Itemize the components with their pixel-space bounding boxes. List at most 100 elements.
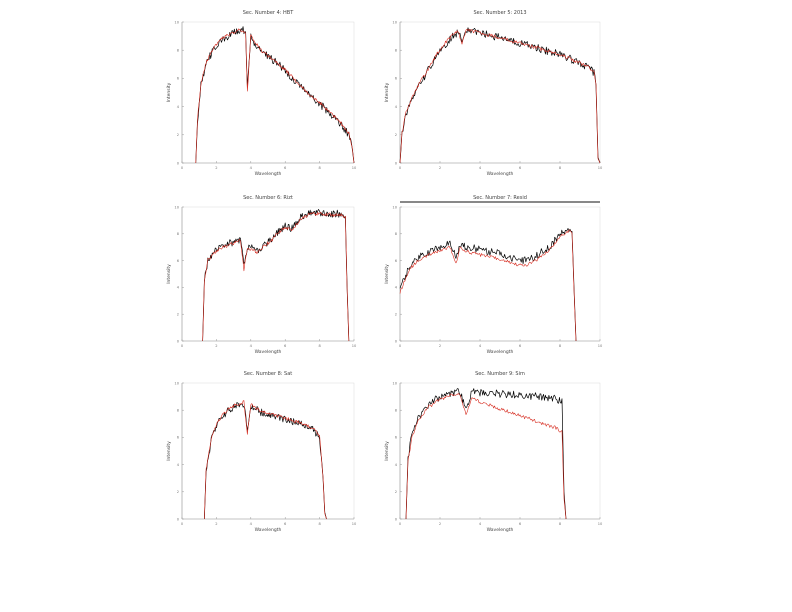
y-tick-label: 8 [395, 232, 398, 236]
plot-frame [181, 382, 355, 520]
x-tick-label: 2 [439, 522, 441, 526]
y-tick-label: 2 [177, 133, 179, 137]
y-tick-label: 0 [177, 339, 180, 343]
y-tick-label: 10 [174, 205, 179, 209]
series-line-model [405, 393, 567, 520]
plot-frame [399, 206, 601, 342]
y-tick-label: 10 [392, 381, 397, 385]
x-tick-label: 8 [559, 522, 562, 526]
y-tick-label: 10 [392, 20, 397, 24]
x-tick-label: 8 [559, 166, 562, 170]
x-axis-label: Wavelength [487, 349, 514, 355]
y-tick-label: 6 [177, 77, 180, 81]
x-tick-label: 10 [598, 344, 603, 348]
x-tick-label: 4 [250, 344, 253, 348]
chart-title: Sec. Number 8: Sat [244, 371, 293, 377]
chart-panel-2: 0 2 4 6 8 10 0 2 4 6 8 10 Sec. Number 5: 2013 Wavelen… [384, 10, 603, 177]
chart-panel-4: 0 2 4 6 8 10 0 2 4 6 8 10 Sec. Number 7: Resid Wavele… [384, 195, 603, 355]
chart-panel-3: 0 2 4 6 8 10 0 2 4 6 8 10 Sec. Number 6: Rizt Wavelen… [166, 195, 357, 355]
plot-frame [399, 382, 601, 520]
y-tick-label: 2 [177, 313, 179, 317]
y-tick-label: 6 [395, 77, 398, 81]
y-tick-label: 2 [395, 490, 397, 494]
y-axis-label: Intensity [384, 82, 390, 102]
y-tick-label: 0 [395, 517, 398, 521]
y-tick-label: 0 [177, 161, 180, 165]
y-tick-label: 10 [392, 205, 397, 209]
x-tick-label: 6 [284, 522, 287, 526]
y-tick-label: 6 [177, 259, 180, 263]
x-axis-label: Wavelength [255, 171, 282, 177]
x-tick-label: 4 [479, 344, 482, 348]
series-line-observed [204, 402, 327, 520]
x-tick-label: 2 [215, 166, 217, 170]
plot-frame [181, 206, 355, 342]
y-tick-label: 4 [395, 286, 398, 290]
y-axis-label: Intensity [384, 441, 390, 461]
x-tick-label: 2 [215, 344, 217, 348]
y-tick-label: 6 [395, 259, 398, 263]
y-tick-label: 0 [395, 339, 398, 343]
y-tick-label: 2 [177, 490, 179, 494]
series-line-observed [399, 27, 601, 164]
series-line-observed [405, 388, 567, 520]
y-tick-label: 8 [395, 49, 398, 53]
series-line-model [399, 28, 601, 164]
chart-title: Sec. Number 5: 2013 [473, 10, 526, 16]
y-tick-label: 4 [177, 286, 180, 290]
x-tick-label: 0 [181, 522, 184, 526]
x-tick-label: 8 [559, 344, 562, 348]
y-tick-label: 4 [177, 105, 180, 109]
x-tick-label: 0 [181, 166, 184, 170]
x-axis-label: Wavelength [487, 527, 514, 533]
y-tick-label: 2 [395, 133, 397, 137]
y-tick-label: 0 [177, 517, 180, 521]
y-axis-label: Intensity [384, 264, 390, 284]
x-tick-label: 8 [318, 166, 321, 170]
x-tick-label: 4 [479, 166, 482, 170]
plot-frame [399, 21, 601, 164]
x-tick-label: 2 [215, 522, 217, 526]
x-tick-label: 4 [479, 522, 482, 526]
y-tick-label: 8 [177, 409, 180, 413]
y-tick-label: 6 [177, 436, 180, 440]
y-axis-label: Intensity [166, 264, 172, 284]
y-tick-label: 6 [395, 436, 398, 440]
x-tick-label: 6 [519, 522, 522, 526]
x-tick-label: 6 [284, 344, 287, 348]
x-tick-label: 10 [352, 166, 357, 170]
y-tick-label: 8 [395, 409, 398, 413]
y-tick-label: 10 [174, 20, 179, 24]
y-tick-label: 8 [177, 49, 180, 53]
y-tick-label: 2 [395, 313, 397, 317]
x-tick-label: 8 [318, 344, 321, 348]
series-line-model [399, 229, 577, 342]
chart-panel-1: 0 2 4 6 8 10 0 2 4 6 8 10 Sec. Number 4: HBT Waveleng… [166, 10, 357, 177]
x-tick-label: 10 [352, 344, 357, 348]
x-axis-label: Wavelength [255, 527, 282, 533]
x-tick-label: 0 [399, 522, 402, 526]
series-line-model [202, 211, 350, 342]
series-line-model [195, 28, 355, 164]
y-tick-label: 8 [177, 232, 180, 236]
x-axis-label: Wavelength [487, 171, 514, 177]
series-line-model [204, 400, 327, 520]
chart-panel-6: 0 2 4 6 8 10 0 2 4 6 8 10 Sec. Number 9: Sim Waveleng… [384, 371, 603, 533]
x-tick-label: 10 [352, 522, 357, 526]
chart-title: Sec. Number 4: HBT [243, 10, 294, 16]
series-line-observed [399, 228, 577, 342]
x-tick-label: 8 [318, 522, 321, 526]
y-axis-label: Intensity [166, 82, 172, 102]
x-tick-label: 10 [598, 166, 603, 170]
x-tick-label: 2 [439, 166, 441, 170]
x-tick-label: 6 [519, 166, 522, 170]
x-tick-label: 4 [250, 522, 253, 526]
y-tick-label: 4 [177, 463, 180, 467]
x-tick-label: 0 [399, 344, 402, 348]
x-tick-label: 6 [284, 166, 287, 170]
x-tick-label: 4 [250, 166, 253, 170]
x-axis-label: Wavelength [255, 349, 282, 355]
x-tick-label: 6 [519, 344, 522, 348]
series-line-observed [195, 26, 355, 164]
